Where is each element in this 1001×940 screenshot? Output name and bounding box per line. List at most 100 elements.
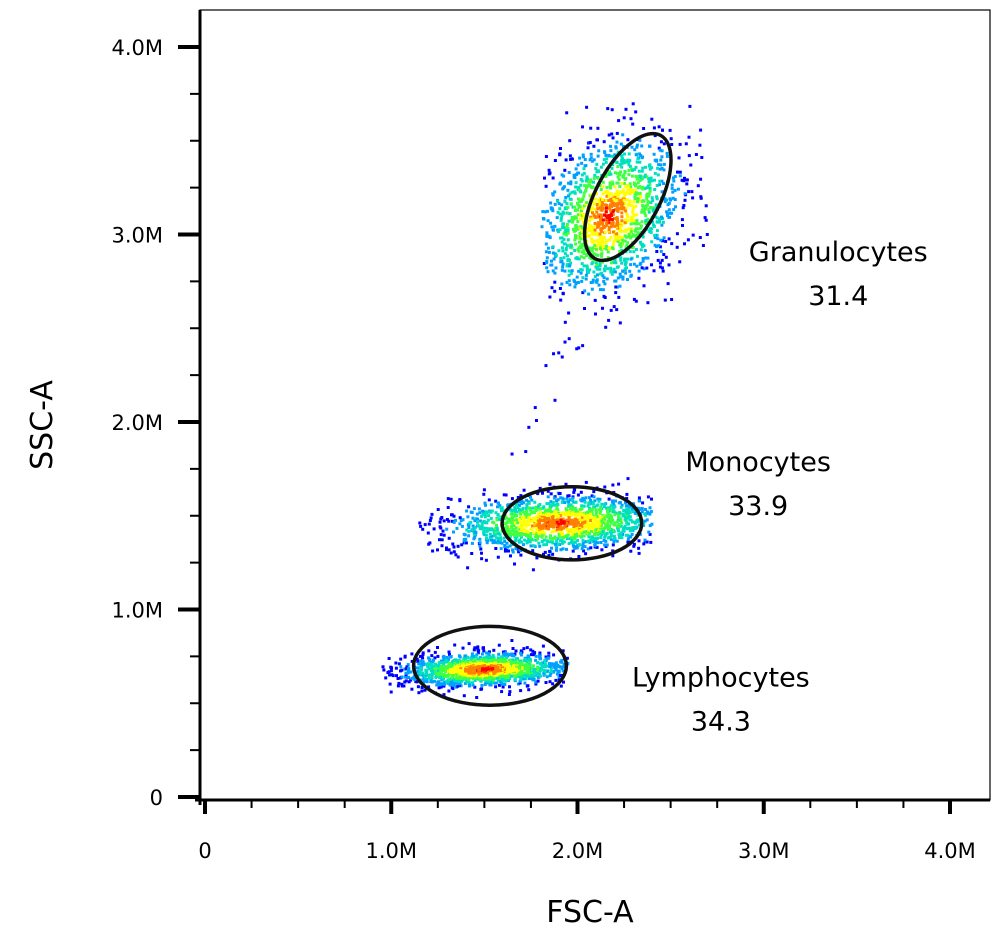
event-dot: [455, 526, 459, 530]
event-dot: [635, 213, 639, 217]
event-dot: [652, 269, 656, 273]
event-dot: [628, 192, 632, 196]
event-dot: [639, 224, 643, 228]
event-dot: [545, 664, 549, 668]
event-dot: [400, 675, 404, 679]
event-dot: [604, 153, 608, 157]
event-dot: [667, 237, 671, 241]
event-dot: [400, 684, 404, 688]
event-dot: [557, 249, 561, 253]
y-tick-label: 0: [150, 786, 163, 810]
event-dot: [596, 497, 600, 501]
event-dot: [599, 165, 603, 169]
event-dot: [523, 516, 527, 520]
event-dot: [642, 523, 646, 527]
event-dot: [524, 506, 528, 510]
event-dot: [523, 659, 527, 663]
event-dot: [580, 547, 584, 551]
event-dot: [590, 521, 594, 524]
event-dot: [561, 521, 565, 525]
event-dot: [441, 655, 445, 659]
event-dot: [560, 665, 564, 669]
event-dot: [449, 551, 453, 555]
event-dot: [589, 156, 593, 160]
event-dot: [641, 166, 645, 170]
event-dot: [672, 208, 676, 211]
event-dot: [566, 494, 570, 498]
event-dot: [549, 534, 552, 538]
event-dot: [598, 497, 602, 501]
event-dot: [442, 677, 445, 681]
event-dot: [581, 497, 585, 501]
event-dot: [652, 126, 656, 130]
event-dot: [584, 277, 588, 281]
event-dot: [645, 518, 649, 522]
event-dot: [596, 273, 599, 277]
event-dot: [653, 188, 657, 191]
event-dot: [615, 539, 619, 543]
event-dot: [655, 220, 659, 224]
event-dot: [471, 516, 475, 520]
event-dot: [607, 228, 611, 232]
event-dot: [581, 212, 585, 216]
event-dot: [658, 167, 662, 171]
event-dot: [399, 665, 403, 669]
event-dot: [632, 510, 635, 514]
event-dot: [427, 667, 431, 671]
event-dot: [637, 269, 641, 273]
event-dot: [554, 519, 558, 523]
event-dot: [531, 519, 535, 523]
event-dot: [663, 298, 667, 302]
event-dot: [433, 679, 437, 683]
event-dot: [617, 235, 621, 239]
event-dot: [579, 268, 583, 272]
event-dot: [477, 649, 481, 653]
event-dot: [500, 541, 504, 545]
event-dot: [532, 669, 536, 672]
event-dot: [496, 676, 500, 680]
event-dot: [593, 221, 597, 225]
event-dot: [620, 154, 624, 158]
event-dot: [535, 526, 539, 530]
event-dot: [529, 648, 533, 652]
event-dot: [554, 522, 557, 526]
event-dot: [594, 519, 598, 523]
event-dot: [617, 514, 621, 518]
event-dot: [587, 511, 591, 515]
event-dot: [413, 677, 417, 681]
event-dot: [590, 535, 594, 539]
event-dot: [477, 507, 481, 511]
event-dot: [381, 665, 385, 669]
event-dot: [498, 504, 502, 508]
event-dot: [464, 667, 468, 671]
event-dot: [648, 183, 652, 187]
event-dot: [606, 189, 610, 193]
event-dot: [618, 185, 622, 189]
event-dot: [554, 678, 558, 682]
event-dot: [615, 308, 619, 312]
event-dot: [687, 154, 691, 158]
event-dot: [611, 510, 615, 514]
event-dot: [389, 669, 393, 673]
event-dot: [645, 192, 649, 196]
event-dot: [661, 269, 665, 273]
event-dot: [623, 257, 627, 261]
event-dot: [492, 539, 496, 543]
event-dot: [595, 263, 599, 266]
event-dot: [545, 232, 549, 236]
event-dot: [546, 489, 550, 493]
event-dot: [462, 668, 466, 672]
event-dot: [639, 226, 643, 230]
event-dot: [660, 266, 664, 270]
event-dot: [581, 125, 584, 129]
event-dot: [581, 344, 585, 348]
event-dot: [659, 249, 663, 253]
event-dot: [475, 653, 479, 657]
event-dot: [433, 656, 437, 660]
event-dot: [599, 536, 603, 539]
event-dot: [575, 532, 579, 536]
event-dot: [580, 534, 584, 538]
event-dot: [549, 667, 553, 671]
event-dot: [636, 198, 640, 202]
event-dot: [593, 499, 597, 503]
